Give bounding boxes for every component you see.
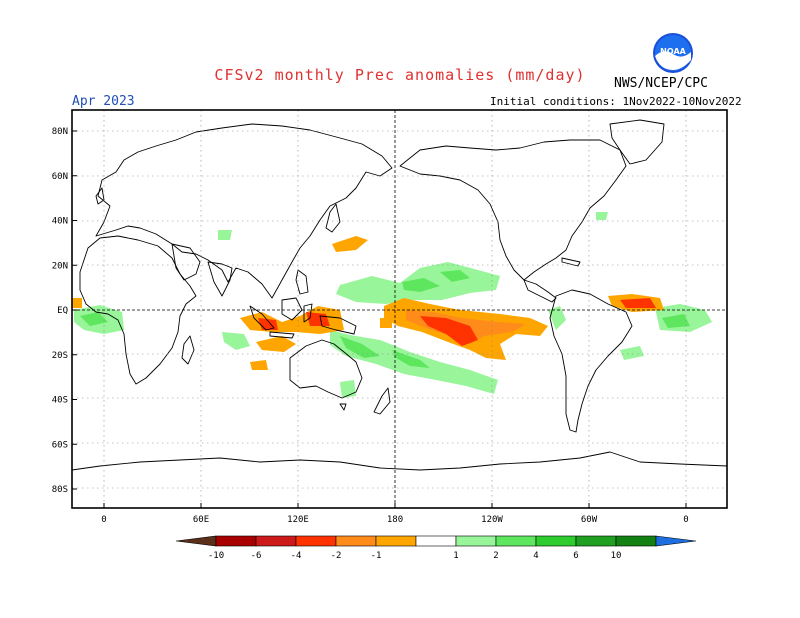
dry-region-east-pacific-south [380,318,392,328]
colorbar-label: 1 [453,551,458,561]
dry-region-west-pacific-north [332,236,368,252]
lon-tick-label: 0 [101,515,106,525]
coast-africa [79,235,197,385]
coast-central-america [523,279,557,303]
lat-tick-label: 60S [52,440,68,450]
coast-north-america [399,139,627,281]
wet-core-spcz-2 [392,350,430,368]
wet-region-caribbean [596,212,608,220]
coast-cuba [561,257,581,267]
wet-region-atlantic-south [620,346,644,360]
colorbar-label: 2 [493,551,498,561]
wet-region-south-america [548,306,566,330]
coast-new-guinea [319,315,357,335]
lon-tick-label: 60W [581,515,598,525]
lon-tick-label: 120E [287,515,309,525]
coast-south-america [549,289,633,433]
coast-greenland [609,119,665,165]
wet-region-east-asia [218,230,232,240]
lon-tick-label: 120W [481,515,503,525]
dry-core-maritime-continent-2 [306,312,330,326]
coast-japan [325,203,341,233]
wet-core-north-pacific [402,278,440,292]
noaa-logo-icon: NOAA [653,33,693,73]
colorbar-label: 10 [611,551,622,561]
colorbar-box [215,535,257,547]
colorbar-label: -6 [251,551,262,561]
lon-tick-label: 60E [193,515,209,525]
coast-philippines [295,269,309,295]
wet-region-indian-ocean [222,332,250,350]
coast-australia [289,339,363,399]
colorbar-box [575,535,617,547]
agency-label: NWS/NCEP/CPC [614,76,708,91]
wet-core-atlantic-east [662,314,690,328]
valid-month: Apr 2023 [72,94,135,109]
lat-tick-label: EQ [57,306,68,316]
colorbar-label: 6 [573,551,578,561]
dry-strong-central-pacific [420,316,478,346]
wet-core-africa-west [80,312,108,326]
longitude-ticks: 0 60E 120E 180 120W 60W 0 [101,503,689,525]
lat-tick-label: 40N [52,217,68,227]
coast-sulawesi [303,303,313,323]
wet-core-north-pacific-2 [440,270,470,282]
lat-tick-label: 40S [52,396,68,406]
colorbar-label: -2 [331,551,342,561]
dry-region-north-australia [256,336,296,352]
colorbar-box [535,535,577,547]
coast-tasmania [339,403,347,411]
lat-tick-label: 80S [52,485,68,495]
colorbar-box [415,535,457,547]
coast-india [207,261,233,297]
map-title: CFSv2 monthly Prec anomalies (mm/day) [214,66,586,84]
initial-conditions: Initial conditions: 1Nov2022-10Nov2022 [490,95,742,108]
colorbar-box [495,535,537,547]
coast-arabia [171,243,201,281]
lat-tick-label: 80N [52,127,68,137]
colorbar-label: -1 [371,551,382,561]
colorbar: -10 -6 -4 -2 -1 1 2 4 6 10 [175,535,697,561]
colorbar-box [615,535,657,547]
coast-new-zealand [373,387,391,415]
lat-tick-label: 20N [52,261,68,271]
colorbar-box [455,535,497,547]
dry-core-east-atlantic [620,298,656,308]
logo-text: NOAA [660,47,686,56]
lat-tick-label: 20S [52,351,68,361]
coast-antarctica [71,451,728,471]
coastlines [71,119,728,471]
colorbar-label: -4 [291,551,302,561]
coast-eurasia [95,123,393,299]
coast-madagascar [181,335,195,365]
colorbar-box [375,535,417,547]
lon-tick-label: 0 [683,515,688,525]
dry-region-west-africa [72,298,82,308]
gridlines [72,110,727,508]
colorbar-box [255,535,297,547]
dry-region-indian-ocean-south [250,360,268,370]
coast-sumatra [249,305,275,331]
latitude-ticks: 80N 60N 40N 20N EQ 20S 40S 60S 80S [52,127,77,495]
coast-java [269,331,295,339]
coast-borneo [281,297,303,321]
colorbar-box [295,535,337,547]
colorbar-box [335,535,377,547]
lon-tick-label: 180 [387,515,403,525]
colorbar-label: -10 [208,551,224,561]
wet-core-spcz [340,336,380,358]
colorbar-label: 4 [533,551,538,561]
colorbar-arrow-right [655,535,697,547]
colorbar-arrow-left [175,535,217,547]
lat-tick-label: 60N [52,172,68,182]
